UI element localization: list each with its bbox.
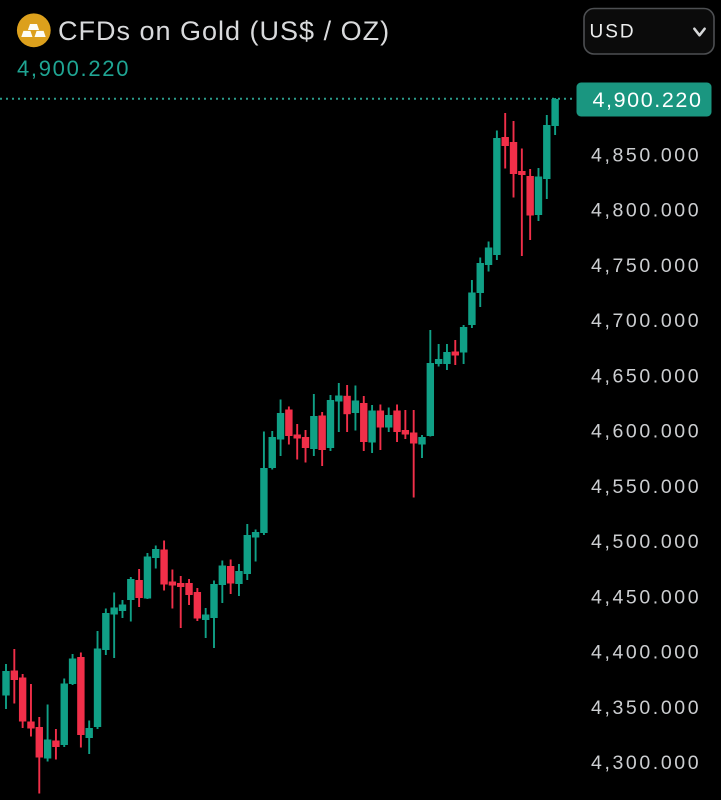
svg-text:4,350.000: 4,350.000 [591,697,701,719]
svg-text:USD: USD [590,22,636,43]
svg-text:CFDs on Gold (US$ / OZ): CFDs on Gold (US$ / OZ) [58,16,390,46]
svg-text:4,600.000: 4,600.000 [591,421,701,443]
svg-text:4,500.000: 4,500.000 [591,531,701,553]
svg-text:4,800.000: 4,800.000 [591,200,701,222]
svg-text:4,300.000: 4,300.000 [591,752,701,774]
svg-text:4,900.220: 4,900.220 [17,56,130,81]
svg-text:4,850.000: 4,850.000 [591,145,701,167]
svg-text:4,650.000: 4,650.000 [591,365,701,387]
svg-text:4,400.000: 4,400.000 [591,642,701,664]
svg-text:4,900.220: 4,900.220 [592,88,702,112]
svg-text:4,700.000: 4,700.000 [591,310,701,332]
svg-text:4,550.000: 4,550.000 [591,476,701,498]
svg-text:4,750.000: 4,750.000 [591,255,701,277]
svg-text:4,450.000: 4,450.000 [591,586,701,608]
